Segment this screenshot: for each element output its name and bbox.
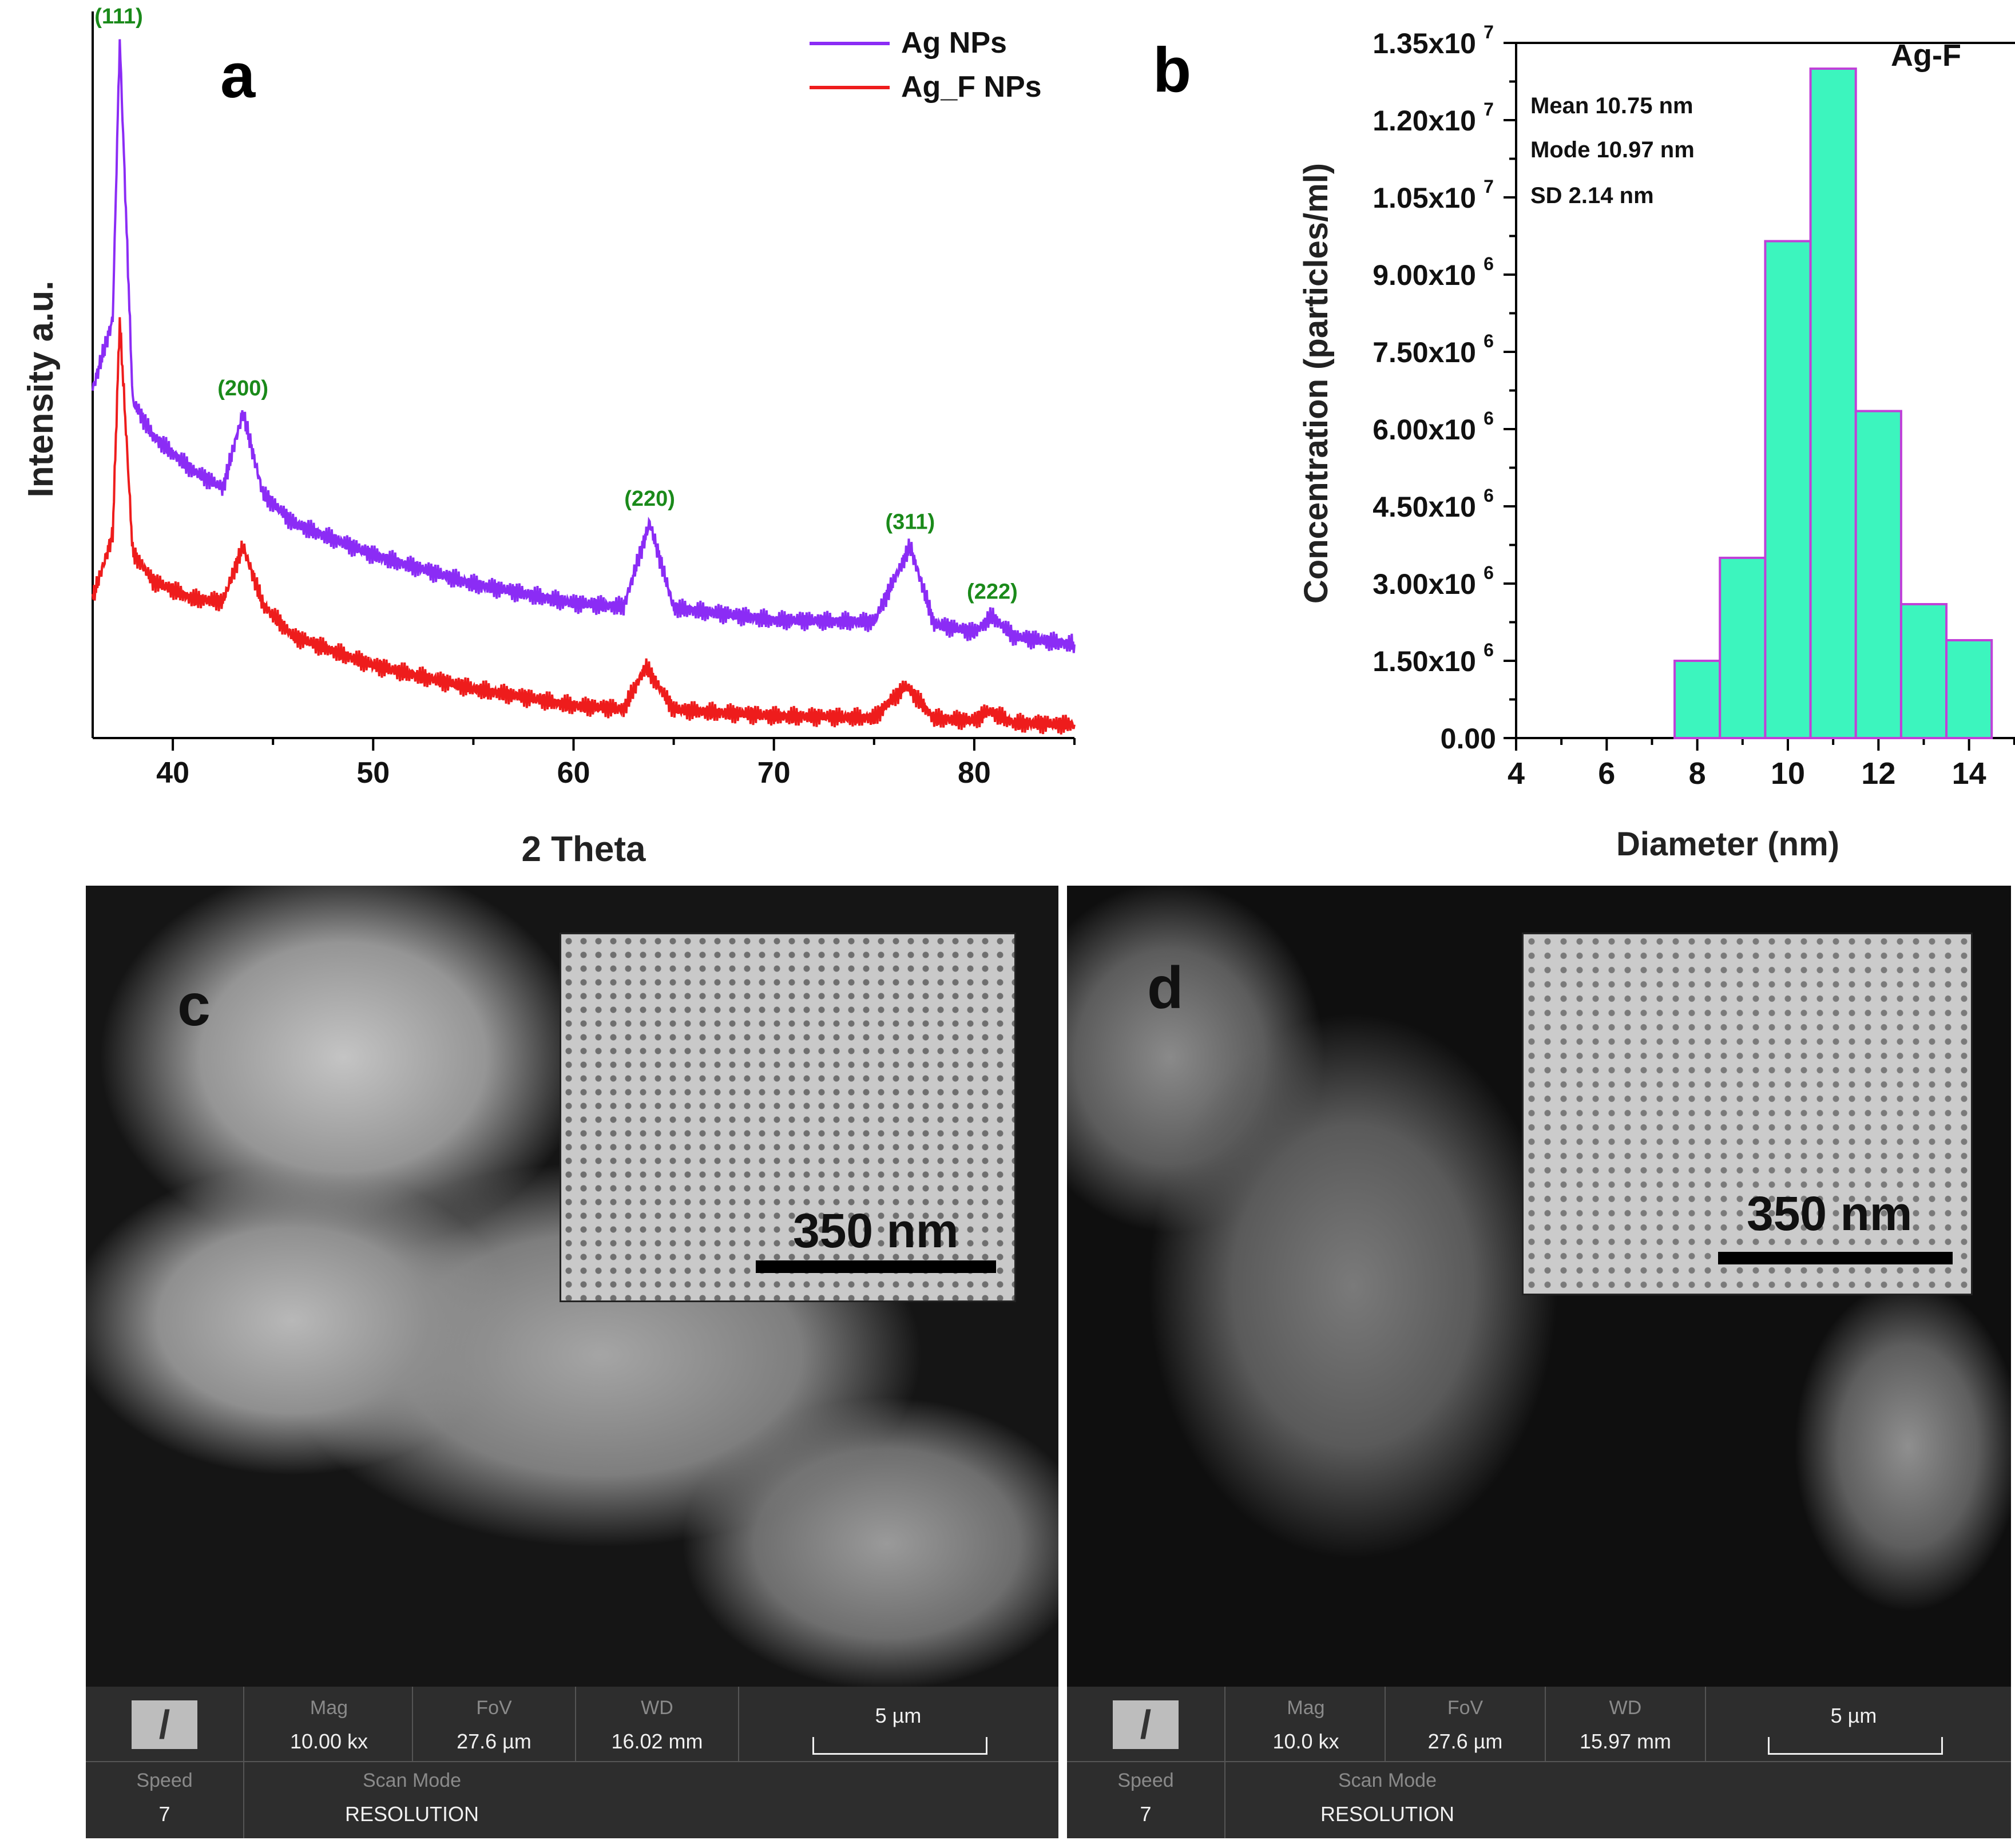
mag-value-d: 10.0 kx [1272, 1730, 1339, 1753]
dls-panel-letter: b [1153, 35, 1191, 105]
fov-label-d: FoV [1447, 1697, 1484, 1719]
wd-value-c: 16.02 mm [611, 1730, 703, 1753]
scale-bar-label-d: 5 µm [1830, 1704, 1877, 1727]
dls-x-tick-label: 6 [1598, 756, 1615, 791]
fov-label-c: FoV [476, 1697, 512, 1719]
histogram-bar [1764, 240, 1812, 739]
sem-logo-icon-d: / [1113, 1700, 1179, 1749]
mag-label-d: Mag [1287, 1697, 1325, 1719]
dls-y-tick-exponent: 7 [1484, 22, 1494, 42]
dls-y-tick-exponent: 6 [1484, 331, 1494, 351]
dls-y-tick-exponent: 6 [1484, 562, 1494, 583]
panel-letter-d: d [1147, 955, 1184, 1021]
dls-y-tick-label: 4.50x10 [1373, 491, 1476, 523]
peak-label: (311) [886, 510, 935, 534]
mag-value-c: 10.00 kx [289, 1730, 368, 1753]
tem-inset-c: 350 nm [560, 933, 1016, 1302]
xrd-x-tick-label: 40 [156, 756, 189, 790]
wd-label-d: WD [1609, 1697, 1642, 1719]
legend-label-agf: Ag_F NPs [901, 70, 1042, 104]
dls-x-axis-label: Diameter (nm) [1616, 826, 1839, 863]
peak-label: (222) [967, 580, 1018, 604]
scale-bar-d [1768, 1737, 1943, 1755]
dls-y-tick-label: 1.20x10 [1373, 105, 1476, 137]
xrd-x-axis-label: 2 Theta [521, 830, 646, 869]
dls-y-tick-exponent: 6 [1484, 640, 1494, 660]
dls-x-tick-label: 14 [1952, 756, 1986, 791]
fov-value-d: 27.6 µm [1427, 1730, 1503, 1753]
databar-d: / Mag 10.0 kx FoV 27.6 µm WD 15.97 mm 5 µm … [1067, 1687, 2011, 1838]
dls-mode: Mode 10.97 nm [1530, 137, 1695, 162]
dls-y-tick-exponent: 7 [1484, 176, 1494, 197]
xrd-x-tick-label: 60 [557, 756, 590, 790]
dls-y-tick-label: 6.00x10 [1373, 414, 1476, 446]
panel-letter-c: c [177, 972, 211, 1038]
dls-sample-label: Ag-F [1891, 38, 1961, 73]
tem-inset-d: 350 nm [1522, 933, 1973, 1295]
histogram-bar [1809, 68, 1857, 739]
histogram-bar [1719, 557, 1767, 739]
dls-y-tick-label: 3.00x10 [1373, 568, 1476, 600]
dls-histogram: 468101214160.001.50x1063.00x1064.50x1066… [1153, 22, 2015, 863]
xrd-x-tick-label: 70 [757, 756, 791, 790]
xrd-series-line-agf [92, 317, 1076, 735]
dls-x-tick-label: 8 [1689, 756, 1706, 791]
fov-value-c: 27.6 µm [457, 1730, 531, 1753]
dls-y-tick-label: 7.50x10 [1373, 336, 1476, 368]
histogram-bar [1945, 639, 1993, 739]
dls-x-tick-label: 10 [1771, 756, 1805, 791]
wd-label-c: WD [641, 1697, 673, 1719]
xrd-x-tick-label: 50 [356, 756, 390, 790]
dls-y-tick-exponent: 7 [1484, 99, 1494, 120]
dls-y-tick-label: 9.00x10 [1373, 259, 1476, 291]
histogram-bar [1673, 660, 1722, 739]
tem-scale-bar-d [1718, 1252, 1953, 1264]
tem-scale-label-c: 350 nm [793, 1204, 959, 1258]
dls-y-tick-label: 0.00 [1441, 723, 1496, 755]
tem-scale-bar-c [756, 1260, 996, 1273]
dls-y-tick-exponent: 6 [1484, 485, 1494, 506]
legend-label-ag: Ag NPs [901, 26, 1007, 60]
databar-c: / Mag 10.00 kx FoV 27.6 µm WD 16.02 mm 5 µm… [86, 1687, 1058, 1838]
speed-value-c: 7 [158, 1802, 170, 1826]
histogram-bar [1899, 603, 1948, 739]
tem-scale-label-d: 350 nm [1747, 1187, 1913, 1240]
speed-value-d: 7 [1140, 1802, 1152, 1826]
scan-mode-value-d: RESOLUTION [1320, 1802, 1455, 1826]
speed-label-c: Speed [136, 1770, 193, 1791]
scan-mode-value-c: RESOLUTION [344, 1802, 479, 1826]
dls-x-tick-label: 4 [1508, 756, 1525, 791]
sem-panel-d: d 350 nm / Mag 10.0 kx FoV 27.6 µm WD 15.97… [1067, 886, 2011, 1838]
scale-bar-c [812, 1737, 987, 1755]
dls-y-tick-exponent: 6 [1484, 253, 1494, 274]
xrd-chart: 40 50 60 70 80 (111) (200) (220) (311) (222) a 2… [21, 5, 1076, 869]
scale-bar-label-c: 5 µm [875, 1704, 922, 1727]
mag-label-c: Mag [310, 1697, 348, 1719]
xrd-series-line-ag [92, 39, 1076, 653]
speed-label-d: Speed [1117, 1770, 1174, 1791]
dls-y-tick-label: 1.35x10 [1373, 27, 1476, 60]
sem-logo-icon-c: / [132, 1700, 197, 1749]
histogram-bar [1854, 410, 1902, 739]
dls-x-tick-label: 12 [1861, 756, 1895, 791]
xrd-y-axis-label: Intensity a.u. [21, 281, 61, 498]
xrd-panel-letter: a [220, 41, 256, 111]
dls-y-tick-label: 1.50x10 [1373, 645, 1476, 677]
dls-y-tick-label: 1.05x10 [1373, 182, 1476, 214]
xrd-x-tick-label: 80 [958, 756, 991, 790]
dls-sd: SD 2.14 nm [1530, 183, 1654, 208]
dls-mean: Mean 10.75 nm [1530, 93, 1693, 118]
wd-value-d: 15.97 mm [1579, 1730, 1672, 1753]
sem-panel-c: c 350 nm / Mag 10.00 kx FoV 27.6 µm WD 16.0… [86, 886, 1058, 1838]
peak-label: (220) [624, 487, 675, 511]
dls-y-axis-label: Concentration (particles/ml) [1298, 163, 1335, 604]
scan-mode-label-c: Scan Mode [363, 1770, 461, 1791]
peak-label: (200) [217, 376, 268, 400]
scan-mode-label-d: Scan Mode [1338, 1770, 1437, 1791]
peak-label: (111) [94, 5, 143, 29]
dls-y-tick-exponent: 6 [1484, 408, 1494, 429]
